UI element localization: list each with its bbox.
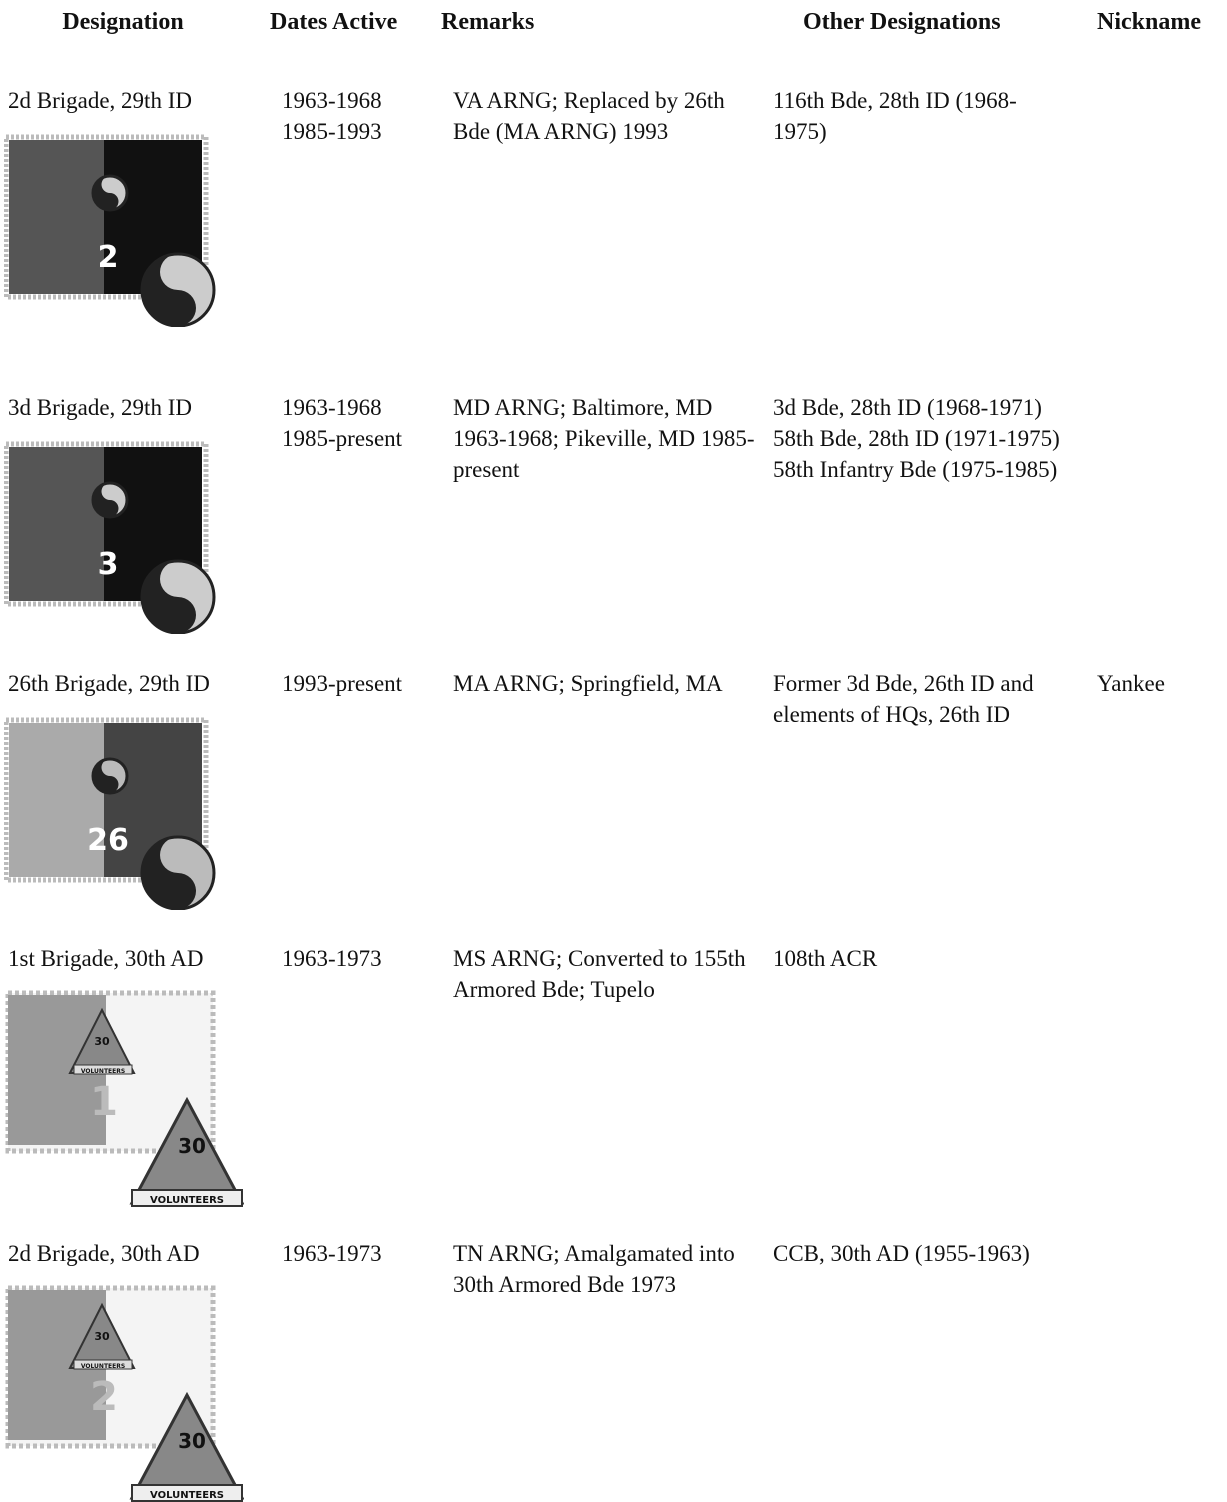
- left-field: [9, 447, 109, 601]
- other-designations: 116th Bde, 28th ID (1968-1975): [773, 85, 1063, 147]
- small-banner: [73, 1359, 133, 1370]
- date-line: 1985-present: [282, 426, 403, 451]
- insignia: 2 30 VOLUNTEERS 30 VOLUNTEERS: [5, 1285, 244, 1502]
- emblem-half: [142, 561, 196, 633]
- other-line: 116th Bde, 28th ID (1968-1975): [773, 88, 1017, 144]
- header: Other Designations: [803, 9, 1001, 35]
- division-number: 30: [178, 1429, 206, 1453]
- frame: [4, 134, 209, 300]
- date-line: 1963-1973: [282, 1241, 382, 1266]
- emblem-half: [93, 176, 119, 210]
- motto: VOLUNTEERS: [81, 1363, 125, 1370]
- division-number: 30: [178, 1134, 206, 1158]
- division-number: 30: [94, 1330, 110, 1343]
- small-banner: [73, 1064, 133, 1075]
- date-line: 1985-1993: [282, 119, 382, 144]
- other-designations: 3d Bde, 28th ID (1968-1971) 58th Bde, 28t…: [773, 392, 1063, 485]
- left-field: [9, 723, 109, 877]
- other-line: 3d Bde, 28th ID (1968-1971): [773, 395, 1042, 420]
- insignia-number: 3: [98, 547, 119, 582]
- date-line: 1993-present: [282, 671, 403, 696]
- division-number: 30: [94, 1035, 110, 1048]
- dates-active: 1993-present: [282, 668, 442, 699]
- designation: 3d Brigade, 29th ID: [8, 395, 192, 420]
- remarks: MD ARNG; Baltimore, MD 1963-1968; Pikevi…: [453, 395, 755, 482]
- insignia-number: 1: [90, 1079, 118, 1125]
- insignia-number: 2: [90, 1374, 118, 1420]
- insignia: 3: [4, 441, 216, 634]
- insignia: 26: [4, 717, 216, 910]
- other-line: 58th Bde, 28th ID (1971-1975): [773, 426, 1060, 451]
- other-line: 108th ACR: [773, 946, 878, 971]
- dates-active: 1963-1968 1985-present: [282, 392, 442, 454]
- remarks: TN ARNG; Amalgamated into 30th Armored B…: [453, 1241, 735, 1297]
- header: Nickname: [1097, 9, 1201, 35]
- designation: 2d Brigade, 29th ID: [8, 88, 192, 113]
- insignia-number: 26: [87, 823, 129, 858]
- motto: VOLUNTEERS: [81, 1068, 125, 1075]
- insignia-number: 2: [98, 240, 119, 275]
- dates-active: 1963-1973: [282, 943, 442, 974]
- motto: VOLUNTEERS: [150, 1195, 224, 1206]
- other-designations: 108th ACR: [773, 943, 1063, 974]
- motto: VOLUNTEERS: [150, 1490, 224, 1501]
- emblem-half: [93, 483, 119, 517]
- emblem-half: [142, 837, 196, 909]
- nickname: Yankee: [1097, 671, 1165, 696]
- insignia: 1 30 VOLUNTEERS 30 VOLUNTEERS: [5, 990, 244, 1207]
- header: Designation: [62, 9, 184, 35]
- emblem-half: [142, 254, 196, 326]
- other-line: 58th Infantry Bde (1975-1985): [773, 457, 1058, 482]
- date-line: 1963-1968: [282, 395, 382, 420]
- other-line: Former 3d Bde, 26th ID and elements of H…: [773, 671, 1034, 727]
- frame: [4, 441, 209, 607]
- other-line: CCB, 30th AD (1955-1963): [773, 1241, 1030, 1266]
- designation: 1st Brigade, 30th AD: [8, 946, 204, 971]
- frame: [4, 717, 209, 883]
- date-line: 1963-1973: [282, 946, 382, 971]
- large-banner: [131, 1484, 243, 1502]
- designation: 2d Brigade, 30th AD: [8, 1241, 200, 1266]
- remarks: MA ARNG; Springfield, MA: [453, 671, 723, 696]
- header: Dates Active: [270, 9, 398, 35]
- dates-active: 1963-1968 1985-1993: [282, 85, 442, 147]
- insignia: 2: [4, 134, 216, 327]
- emblem-half: [93, 759, 119, 793]
- left-field: [9, 140, 109, 294]
- remarks: VA ARNG; Replaced by 26th Bde (MA ARNG) …: [453, 88, 725, 144]
- date-line: 1963-1968: [282, 88, 382, 113]
- other-designations: CCB, 30th AD (1955-1963): [773, 1238, 1063, 1269]
- dates-active: 1963-1973: [282, 1238, 442, 1269]
- remarks: MS ARNG; Converted to 155th Armored Bde;…: [453, 946, 746, 1002]
- designation: 26th Brigade, 29th ID: [8, 671, 210, 696]
- other-designations: Former 3d Bde, 26th ID and elements of H…: [773, 668, 1063, 730]
- header: Remarks: [441, 9, 535, 35]
- large-banner: [131, 1189, 243, 1207]
